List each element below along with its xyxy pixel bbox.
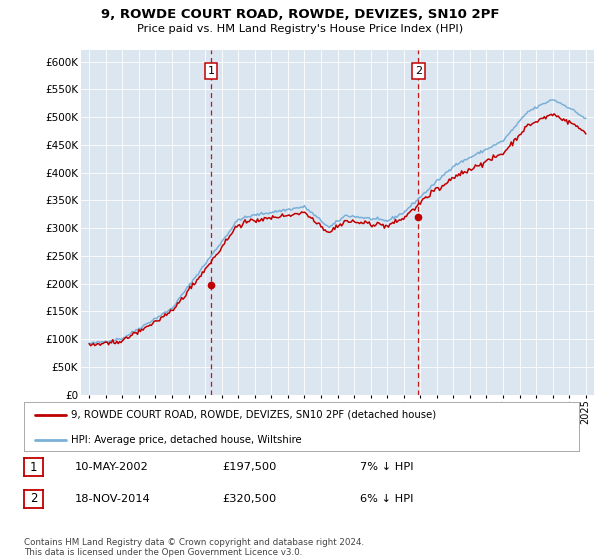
- Text: 9, ROWDE COURT ROAD, ROWDE, DEVIZES, SN10 2PF: 9, ROWDE COURT ROAD, ROWDE, DEVIZES, SN1…: [101, 8, 499, 21]
- Text: Contains HM Land Registry data © Crown copyright and database right 2024.
This d: Contains HM Land Registry data © Crown c…: [24, 538, 364, 557]
- Text: 7% ↓ HPI: 7% ↓ HPI: [360, 462, 413, 472]
- Text: 6% ↓ HPI: 6% ↓ HPI: [360, 494, 413, 504]
- Text: 2: 2: [30, 492, 37, 506]
- Text: HPI: Average price, detached house, Wiltshire: HPI: Average price, detached house, Wilt…: [71, 435, 302, 445]
- Text: Price paid vs. HM Land Registry's House Price Index (HPI): Price paid vs. HM Land Registry's House …: [137, 24, 463, 34]
- Text: 10-MAY-2002: 10-MAY-2002: [75, 462, 149, 472]
- Text: 18-NOV-2014: 18-NOV-2014: [75, 494, 151, 504]
- Text: 1: 1: [208, 66, 215, 76]
- Text: £320,500: £320,500: [222, 494, 276, 504]
- Text: 9, ROWDE COURT ROAD, ROWDE, DEVIZES, SN10 2PF (detached house): 9, ROWDE COURT ROAD, ROWDE, DEVIZES, SN1…: [71, 410, 436, 420]
- Text: £197,500: £197,500: [222, 462, 277, 472]
- Text: 1: 1: [30, 460, 37, 474]
- Text: 2: 2: [415, 66, 422, 76]
